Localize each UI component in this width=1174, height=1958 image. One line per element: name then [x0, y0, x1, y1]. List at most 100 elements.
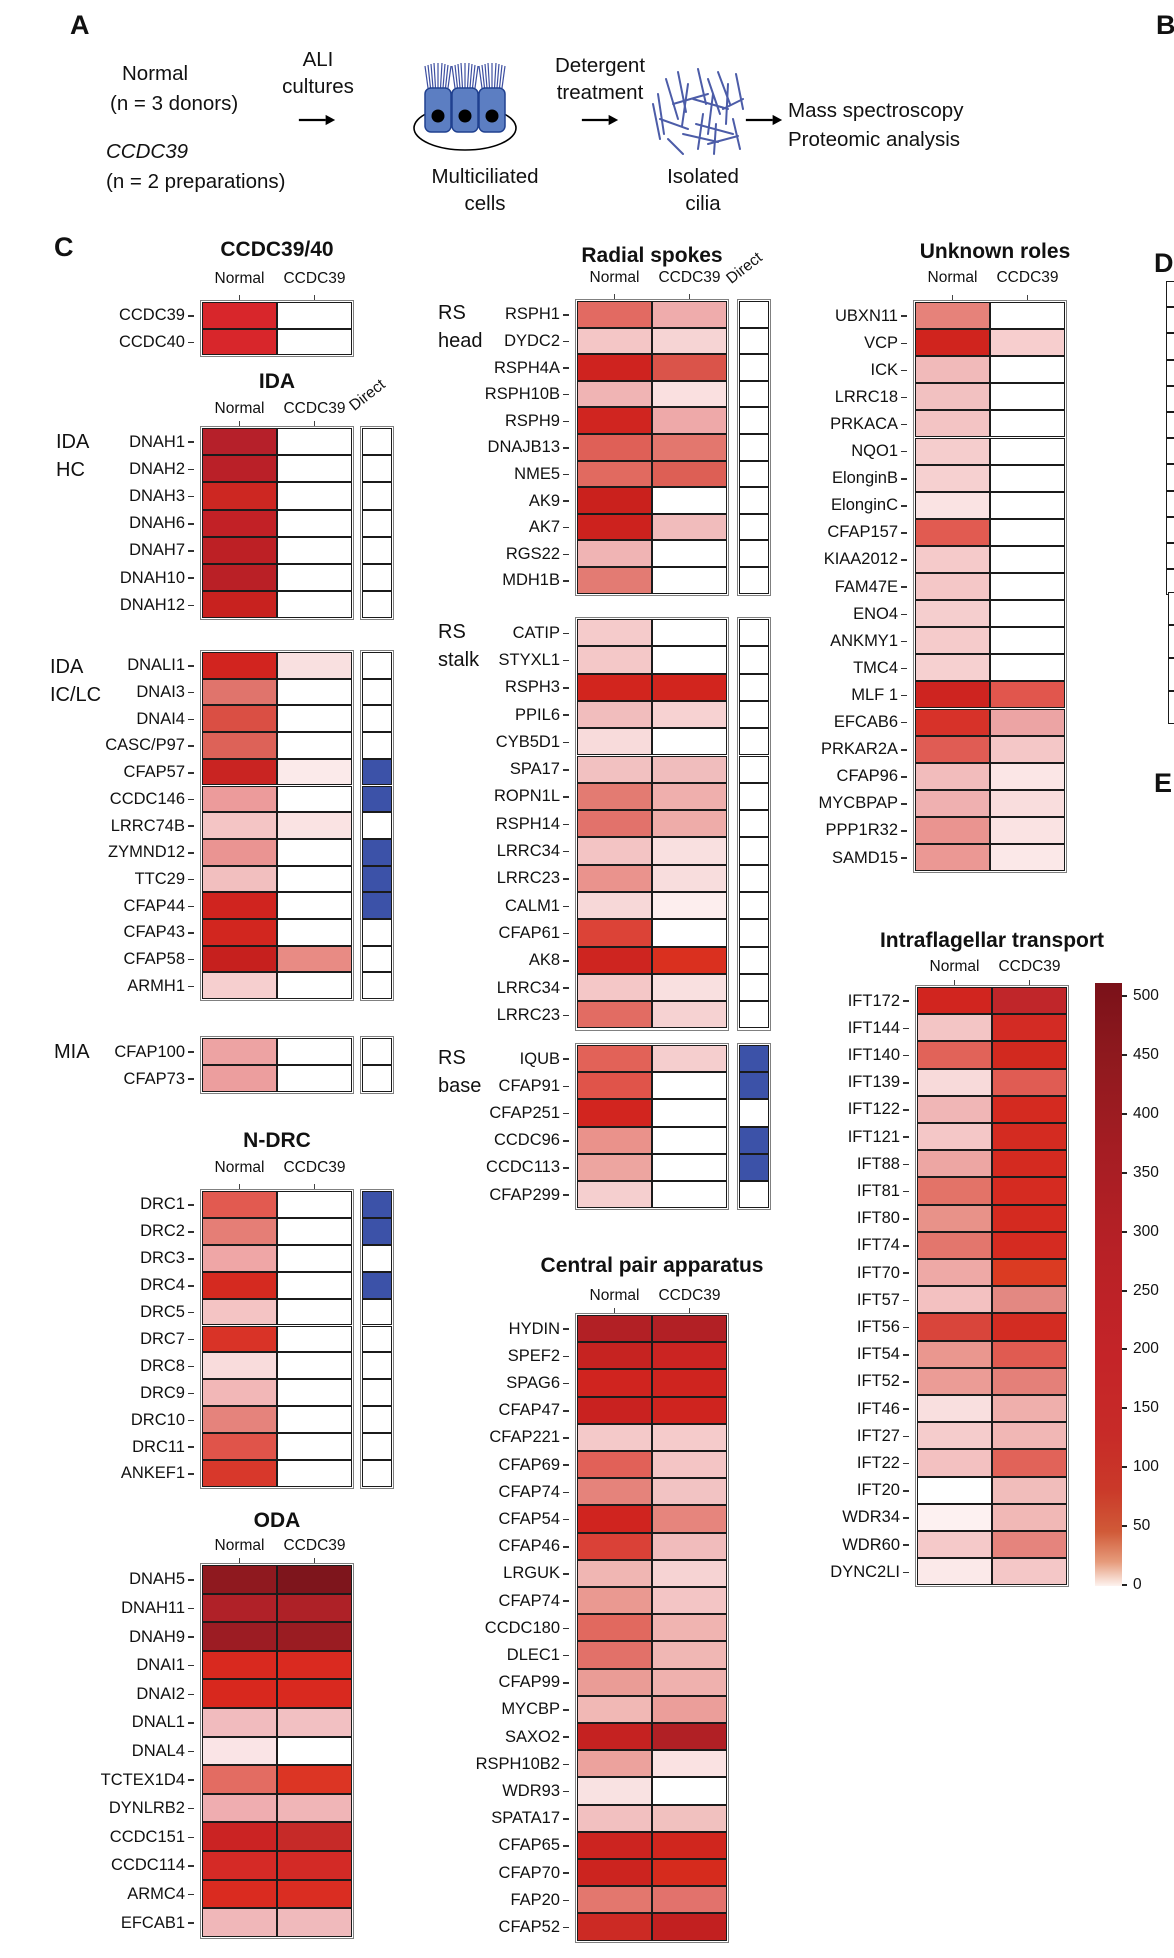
ift-IFT20-ccdc39	[992, 1476, 1067, 1504]
ift-IFT54-ccdc39	[992, 1340, 1067, 1368]
ida_hc-DNAH2-ccdc39	[277, 455, 352, 483]
mia-CFAP100-normal	[202, 1038, 277, 1065]
ndrc-DRC11-ccdc39	[277, 1433, 352, 1460]
ift-header-normal: Normal	[929, 958, 980, 975]
group-normal-name: Normal	[122, 62, 189, 85]
central-CFAP74-normal	[577, 1587, 652, 1615]
row-label: CCDC96	[409, 1130, 569, 1150]
ift-IFT172-ccdc39	[992, 987, 1067, 1015]
ida_iclc-CASC/P97-direct	[362, 732, 392, 759]
rs_stalk-AK8-direct	[739, 946, 769, 974]
rs_base-CFAP251-ccdc39	[652, 1099, 727, 1127]
row-label: IFT140	[749, 1045, 909, 1065]
ida_iclc-ARMH1-normal	[202, 972, 277, 1000]
ndrc-DRC3-direct	[362, 1244, 392, 1272]
row-label: SAXO2	[409, 1727, 569, 1747]
unknown-ANKMY1-normal	[915, 627, 990, 655]
row-label: PRKAR2A	[747, 739, 907, 759]
ndrc-DRC4-direct	[362, 1271, 392, 1299]
rs_head-AK7-normal	[577, 513, 652, 541]
unknown-ENO4-normal	[915, 600, 990, 628]
rs_stalk-PPIL6-ccdc39	[652, 700, 727, 729]
ccdc39_40-header-tick	[239, 295, 240, 301]
rs_head-AK9-ccdc39	[652, 487, 727, 514]
oda-DNAL4-ccdc39	[277, 1736, 352, 1766]
row-label: LRGUK	[409, 1563, 569, 1583]
ndrc-header-tick	[314, 1184, 315, 1190]
ida_hc-header-ccdc39: CCDC39	[283, 400, 346, 417]
row-label: IFT81	[749, 1181, 909, 1201]
color-scale-tick	[1122, 1171, 1127, 1174]
row-label: CCDC180	[409, 1618, 569, 1638]
unknown-KIAA2012-ccdc39	[990, 545, 1065, 573]
ndrc-DRC9-ccdc39	[277, 1379, 352, 1407]
row-label: TMC4	[747, 658, 907, 678]
unknown-ICK-ccdc39	[990, 356, 1065, 384]
ida_hc-DNAH7-ccdc39	[277, 536, 352, 564]
row-label: CFAP299	[409, 1185, 569, 1205]
ift-IFT121-normal	[917, 1123, 992, 1151]
panel-label-c: C	[54, 232, 74, 262]
central-CFAP65-normal	[577, 1831, 652, 1859]
unknown-NQO1-normal	[915, 437, 990, 465]
ndrc-header-tick	[239, 1184, 240, 1190]
rs_base-CFAP299-ccdc39	[652, 1181, 727, 1209]
ida_iclc-CCDC146-ccdc39	[277, 785, 352, 813]
row-label: DYNLRB2	[34, 1798, 194, 1818]
row-label: ICK	[747, 360, 907, 380]
ida_hc-header-tick	[239, 421, 240, 427]
rs_head-header-tick	[689, 294, 690, 300]
ida_hc-DNAH7-direct	[362, 536, 392, 564]
row-label: RSPH14	[409, 814, 569, 834]
row-label: ROPN1L	[409, 786, 569, 806]
row-label: PPP1R32	[747, 820, 907, 840]
ida_hc-DNAH10-normal	[202, 564, 277, 592]
rs_head-RSPH1-normal	[577, 301, 652, 328]
oda-header-normal: Normal	[214, 1537, 265, 1554]
ida_hc-DNAH3-normal	[202, 482, 277, 510]
unknown-ElonginC-ccdc39	[990, 491, 1065, 519]
row-label: IFT122	[749, 1099, 909, 1119]
ida_iclc-CCDC146-direct	[362, 785, 392, 813]
group-ccdc39-n: (n = 2 preparations)	[106, 170, 286, 193]
ndrc-DRC9-normal	[202, 1379, 277, 1407]
central-CFAP69-normal	[577, 1451, 652, 1479]
row-label: PRKACA	[747, 414, 907, 434]
row-label: DRC1	[34, 1194, 194, 1214]
unknown-PRKACA-ccdc39	[990, 410, 1065, 438]
panel-d-sliver-cell	[1168, 625, 1174, 658]
panel-label-a: A	[70, 10, 90, 40]
row-label: HYDIN	[409, 1319, 569, 1339]
mia-CFAP73-ccdc39	[277, 1065, 352, 1092]
cells-line2: cells	[464, 192, 506, 215]
row-label: RGS22	[409, 544, 569, 564]
ccdc39_40-header-tick	[314, 295, 315, 301]
row-label: DRC10	[34, 1410, 194, 1430]
row-label: FAP20	[409, 1890, 569, 1910]
ida_iclc-TTC29-ccdc39	[277, 865, 352, 893]
unknown-SAMD15-normal	[915, 844, 990, 872]
ida_iclc-CFAP57-normal	[202, 758, 277, 786]
unknown-UBXN11-ccdc39	[990, 302, 1065, 330]
color-scale-tick	[1122, 1230, 1127, 1233]
cells-line1: Multiciliated	[431, 165, 539, 188]
row-label: DRC7	[34, 1329, 194, 1349]
central-CFAP54-normal	[577, 1505, 652, 1533]
rs_head-MDH1B-normal	[577, 567, 652, 594]
central-CFAP221-normal	[577, 1423, 652, 1451]
row-label: DRC4	[34, 1275, 194, 1295]
central-SPAG6-normal	[577, 1369, 652, 1397]
ida_iclc-CFAP57-ccdc39	[277, 758, 352, 786]
cilia-line1: Isolated	[667, 165, 739, 188]
unknown-ENO4-ccdc39	[990, 600, 1065, 628]
unknown-NQO1-ccdc39	[990, 437, 1065, 465]
ndrc-DRC11-normal	[202, 1433, 277, 1460]
arrow-icon	[581, 114, 619, 126]
row-label: RSPH1	[409, 304, 569, 324]
oda-ARMC4-normal	[202, 1879, 277, 1909]
color-scale-tick	[1122, 1112, 1127, 1115]
central-SPATA17-ccdc39	[652, 1804, 727, 1832]
rs_stalk-RSPH14-normal	[577, 810, 652, 838]
panel-d-sliver-cell	[1166, 516, 1174, 543]
row-label: CFAP74	[409, 1591, 569, 1611]
